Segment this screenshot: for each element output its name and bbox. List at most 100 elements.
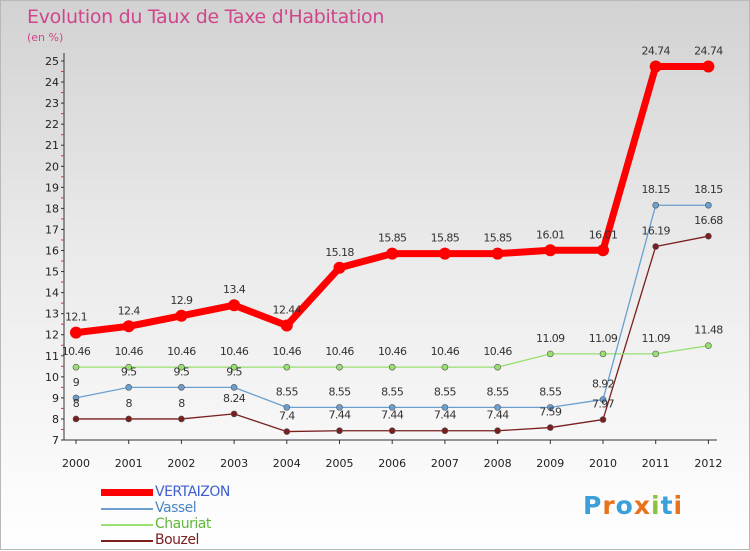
- data-label: 12.44: [273, 303, 302, 316]
- data-label: 11.09: [536, 332, 565, 345]
- y-tick-label: 13: [45, 308, 59, 321]
- data-label: 8.55: [381, 385, 404, 398]
- y-tick-label: 16: [45, 245, 59, 258]
- data-point: [228, 299, 241, 312]
- data-point: [702, 60, 715, 73]
- data-label: 8.55: [328, 385, 351, 398]
- data-point: [494, 427, 501, 435]
- y-tick-label: 8: [52, 413, 59, 426]
- x-tick-label: 2007: [431, 457, 459, 470]
- data-label: 10.46: [378, 345, 407, 358]
- y-tick-label: 21: [45, 139, 59, 152]
- x-tick-label: 2006: [378, 457, 406, 470]
- data-point: [494, 363, 501, 371]
- data-label: 8.55: [487, 385, 510, 398]
- data-label: 10.46: [273, 345, 302, 358]
- data-label: 10.46: [220, 345, 249, 358]
- data-label: 7.44: [487, 409, 510, 422]
- data-label: 15.85: [431, 232, 460, 245]
- data-label: 9.5: [226, 365, 242, 378]
- logo-letter: r: [602, 491, 616, 520]
- data-point: [388, 363, 396, 371]
- data-label: 12.9: [170, 294, 193, 307]
- series-line-vertaizon: [72, 62, 712, 337]
- data-point: [599, 416, 607, 423]
- x-tick-label: 2003: [220, 457, 248, 470]
- data-label: 7.4: [279, 410, 295, 423]
- y-tick-label: 17: [45, 223, 59, 236]
- data-label: 16.01: [536, 228, 565, 241]
- data-label: 10.46: [167, 345, 196, 358]
- data-label: 11.48: [694, 324, 723, 337]
- data-point: [441, 363, 449, 371]
- data-point: [705, 342, 712, 349]
- legend-label: VERTAIZON: [155, 484, 230, 500]
- data-label: 10.46: [431, 345, 460, 358]
- data-point: [336, 404, 343, 411]
- x-tick-label: 2009: [536, 457, 564, 470]
- data-point: [441, 427, 449, 435]
- data-label: 15.85: [483, 232, 512, 245]
- y-tick-label: 12: [45, 329, 59, 342]
- data-label: 9: [73, 376, 80, 389]
- logo-letter: t: [660, 491, 674, 520]
- y-tick-label: 10: [45, 371, 59, 384]
- logo-letter: x: [633, 491, 651, 520]
- data-label: 10.46: [325, 345, 354, 358]
- data-point: [599, 350, 607, 358]
- y-tick-label: 9: [52, 392, 59, 405]
- data-point: [125, 384, 132, 391]
- chart-unit: (en %): [27, 31, 64, 44]
- data-point: [230, 363, 238, 371]
- y-tick-label: 11: [45, 350, 59, 363]
- data-label: 12.1: [65, 311, 87, 324]
- data-label: 8.55: [276, 385, 299, 398]
- legend-swatch: [101, 489, 153, 496]
- data-label: 24.74: [641, 44, 670, 57]
- data-point: [336, 427, 343, 435]
- y-tick-label: 25: [45, 55, 59, 68]
- data-label: 8: [178, 397, 185, 410]
- data-point: [597, 244, 609, 257]
- data-point: [652, 243, 660, 250]
- y-tick-label: 14: [45, 287, 59, 300]
- data-point: [72, 415, 80, 423]
- y-tick-label: 22: [45, 118, 59, 131]
- data-point: [230, 384, 238, 391]
- data-label: 8.92: [592, 378, 614, 391]
- legend-swatch: [101, 540, 153, 542]
- logo-letter: i: [651, 491, 661, 520]
- data-point: [125, 363, 132, 371]
- proxiti-logo: Proxiti: [583, 491, 683, 520]
- data-label: 11.09: [641, 332, 670, 345]
- data-point: [649, 60, 662, 73]
- data-label: 12.4: [118, 304, 141, 317]
- data-point: [546, 350, 554, 358]
- x-tick-label: 2004: [273, 457, 301, 470]
- data-label: 7.44: [381, 409, 404, 422]
- data-point: [230, 410, 238, 418]
- x-tick-label: 2002: [167, 457, 195, 470]
- data-label: 7.97: [592, 398, 615, 411]
- data-label: 18.15: [641, 183, 670, 196]
- data-label: 8.55: [539, 385, 562, 398]
- data-point: [178, 415, 185, 423]
- x-tick-label: 2000: [62, 457, 90, 470]
- data-label: 15.85: [378, 232, 407, 245]
- data-point: [175, 309, 188, 322]
- data-point: [280, 319, 293, 332]
- data-point: [705, 201, 712, 209]
- x-tick-label: 2012: [694, 457, 722, 470]
- data-point: [283, 404, 291, 411]
- y-tick-label: 20: [45, 160, 59, 173]
- data-label: 15.18: [325, 246, 354, 259]
- data-label: 16.68: [694, 214, 723, 227]
- data-point: [70, 326, 82, 339]
- data-point: [386, 247, 399, 260]
- data-label: 8: [125, 397, 132, 410]
- data-label: 10.46: [483, 345, 512, 358]
- x-tick-label: 2010: [589, 457, 617, 470]
- data-point: [122, 320, 135, 333]
